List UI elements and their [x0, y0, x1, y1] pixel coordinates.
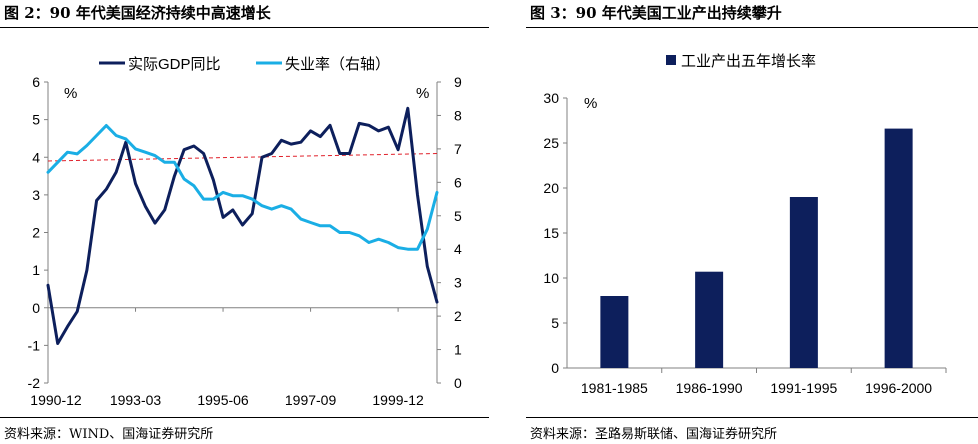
figure-source: 资料来源：WIND、国海证券研究所 [4, 427, 214, 442]
left-y-tick-label: -2 [28, 375, 41, 391]
left-y-tick-label: 5 [32, 112, 40, 128]
left-y-tick-label: 0 [32, 300, 40, 316]
legend-label-output: 工业产出五年增长率 [681, 53, 816, 70]
right-y-tick-label: 4 [454, 241, 462, 257]
bar [884, 128, 913, 368]
y-tick-label: 25 [543, 135, 559, 151]
left-y-tick-label: 4 [32, 149, 40, 165]
figure-right: 图 3：90 年代美国工业产出持续攀升 30 25 20 15 10 5 0 1981-198… [526, 0, 978, 444]
reference-trend-line [47, 152, 438, 162]
right-y-tick-label: 3 [454, 275, 462, 291]
y-tick-label: 15 [543, 225, 559, 241]
right-y-tick-label: 8 [454, 107, 462, 123]
legend-label-unemployment: 失业率（右轴） [285, 56, 390, 73]
right-y-tick-label: 1 [454, 342, 462, 358]
gdp-series-line [46, 106, 439, 345]
title-rule [0, 27, 489, 28]
gdp-unemployment-chart: 6 5 4 3 2 1 0 -1 -2 9 8 7 6 5 4 3 2 1 0 1990-12 1993-03 1995-… [28, 56, 462, 408]
left-y-tick-label: 1 [32, 262, 40, 278]
x-tick-label: 1990-12 [30, 392, 82, 408]
title-rule [526, 27, 978, 28]
legend-label-gdp: 实际GDP同比 [128, 56, 221, 73]
bar [789, 197, 818, 368]
x-tick-label: 1993-03 [110, 392, 162, 408]
left-y-tick-label: 6 [32, 74, 40, 90]
right-y-tick-label: 9 [454, 74, 462, 90]
right-y-tick-label: 7 [454, 141, 462, 157]
figure-title: 图 2：90 年代美国经济持续中高速增长 [4, 4, 271, 22]
y-tick-label: 5 [551, 315, 559, 331]
left-y-tick-label: 3 [32, 187, 40, 203]
bar [600, 296, 629, 368]
figure-source: 资料来源：圣路易斯联储、国海证券研究所 [530, 427, 778, 442]
unemployment-series-line [46, 124, 439, 251]
x-tick-label: 1999-12 [372, 392, 424, 408]
legend-swatch-output [666, 55, 676, 65]
x-tick-label: 1986-1990 [676, 380, 743, 396]
right-y-tick-label: 0 [454, 375, 462, 391]
right-axis-unit: % [416, 85, 429, 102]
x-tick-label: 1996-2000 [865, 380, 932, 396]
x-tick-label: 1997-09 [285, 392, 337, 408]
figure-title: 图 3：90 年代美国工业产出持续攀升 [530, 4, 782, 22]
left-axis-unit: % [64, 85, 77, 102]
bar [695, 271, 724, 368]
x-tick-label: 1991-1995 [770, 380, 837, 396]
right-y-tick-label: 6 [454, 174, 462, 190]
source-rule [526, 417, 978, 418]
industrial-output-chart: 30 25 20 15 10 5 0 1981-1985 1986-1990 1991-1995 1… [543, 53, 947, 396]
y-tick-label: 20 [543, 180, 559, 196]
source-rule [0, 417, 489, 418]
right-y-tick-label: 2 [454, 308, 462, 324]
y-tick-label: 10 [543, 270, 559, 286]
right-y-tick-label: 5 [454, 208, 462, 224]
y-tick-label: 0 [551, 360, 559, 376]
left-y-tick-label: -1 [28, 337, 41, 353]
left-y-tick-label: 2 [32, 225, 40, 241]
x-tick-label: 1995-06 [197, 392, 249, 408]
x-tick-label: 1981-1985 [581, 380, 648, 396]
y-tick-label: 30 [543, 90, 559, 106]
y-axis-unit: % [584, 95, 597, 112]
figure-left: 图 2：90 年代美国经济持续中高速增长 6 5 4 3 2 1 0 -1 -2 9 8 7 6 5 4 3 2… [0, 4, 489, 442]
